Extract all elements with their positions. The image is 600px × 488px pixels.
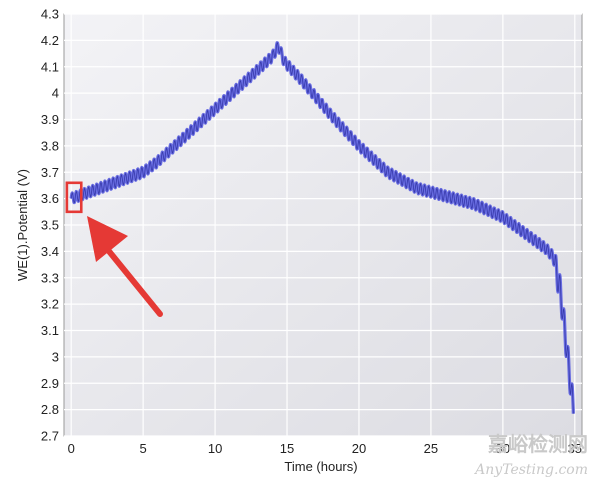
y-tick-label: 3.9	[41, 112, 59, 127]
x-axis-label: Time (hours)	[284, 459, 357, 474]
arrow-head	[87, 216, 128, 262]
y-tick-label: 4.2	[41, 33, 59, 48]
y-tick-labels: 2.7 2.8 2.9 3 3.1 3.2 3.3 3.4 3.5 3.6 3.7 3.8 3.9 4 4.…	[41, 7, 59, 444]
x-tick-label: 30	[496, 441, 510, 456]
y-tick-label: 2.8	[41, 402, 59, 417]
highlight-box	[65, 181, 83, 214]
x-tick-label: 0	[68, 441, 75, 456]
y-axis-label: WE(1).Potential (V)	[15, 169, 30, 281]
x-tick-labels: 0 5 10 15 20 25 30 35	[68, 441, 582, 456]
y-tick-label: 3.5	[41, 218, 59, 233]
x-tick-label: 10	[208, 441, 222, 456]
y-tick-label: 4.3	[41, 7, 59, 22]
y-tick-label: 3.4	[41, 244, 59, 259]
watermark-cn: 嘉峪检测网	[487, 432, 588, 456]
series-line-core	[70, 42, 574, 414]
y-tick-label: 4	[52, 86, 59, 101]
y-tick-label: 3.7	[41, 165, 59, 180]
y-tick-label: 3	[52, 349, 59, 364]
data-series	[69, 41, 575, 414]
x-tick-label: 5	[140, 441, 147, 456]
annotation-layer	[65, 181, 163, 317]
y-tick-label: 2.7	[41, 429, 59, 444]
watermark-en: AnyTesting.com	[473, 462, 588, 478]
y-tick-label: 3.1	[41, 323, 59, 338]
x-tick-label: 20	[352, 441, 366, 456]
y-tick-label: 3.6	[41, 191, 59, 206]
y-tick-label: 4.1	[41, 59, 59, 74]
x-tick-label: 15	[280, 441, 294, 456]
y-tick-label: 3.8	[41, 138, 59, 153]
arrow-shaft	[105, 247, 163, 317]
y-tick-label: 3.3	[41, 270, 59, 285]
y-tick-label: 3.2	[41, 297, 59, 312]
x-tick-label: 25	[424, 441, 438, 456]
y-tick-label: 2.9	[41, 376, 59, 391]
x-tick-label: 35	[568, 441, 582, 456]
